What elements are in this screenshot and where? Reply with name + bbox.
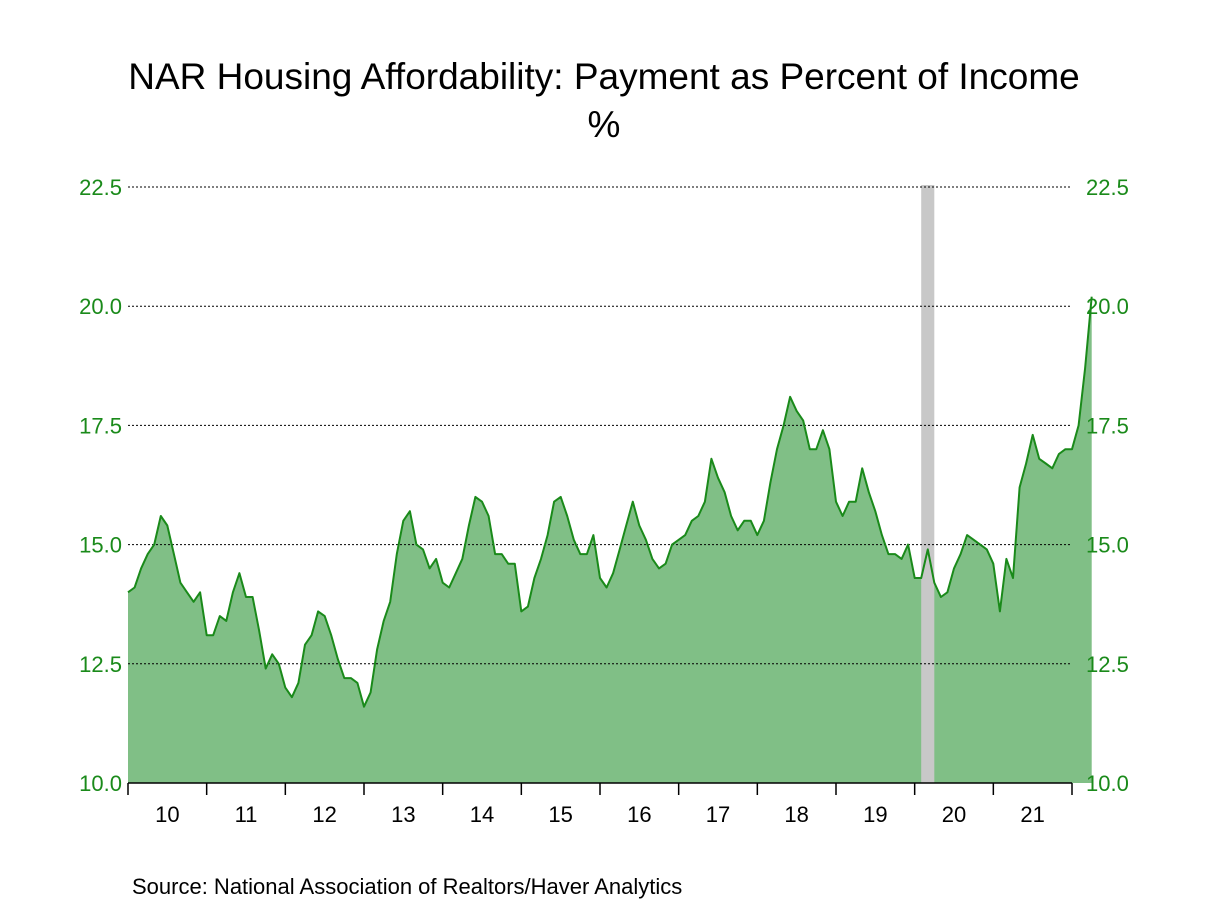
chart-subtitle: % <box>587 104 621 145</box>
y-tick-label-right: 10.0 <box>1086 771 1129 796</box>
x-tick-label: 20 <box>942 802 966 827</box>
x-tick-label: 13 <box>391 802 415 827</box>
y-tick-label-left: 15.0 <box>79 533 122 558</box>
series-line <box>127 296 1093 708</box>
x-tick-label: 18 <box>784 802 808 827</box>
y-tick-label-left: 20.0 <box>79 294 122 319</box>
y-tick-label-left: 17.5 <box>79 413 122 438</box>
y-tick-label-right: 20.0 <box>1086 294 1129 319</box>
x-tick-label: 15 <box>548 802 572 827</box>
x-tick-label: 16 <box>627 802 651 827</box>
x-tick-label: 10 <box>155 802 179 827</box>
y-tick-label-left: 12.5 <box>79 652 122 677</box>
y-tick-label-right: 17.5 <box>1086 413 1129 438</box>
x-tick-label: 12 <box>312 802 336 827</box>
x-tick-label: 21 <box>1020 802 1044 827</box>
y-tick-label-left: 10.0 <box>79 771 122 796</box>
x-tick-label: 19 <box>863 802 887 827</box>
x-tick-label: 14 <box>470 802 494 827</box>
y-tick-label-right: 12.5 <box>1086 652 1129 677</box>
x-tick-label: 11 <box>235 802 258 827</box>
chart-title: NAR Housing Affordability: Payment as Pe… <box>128 56 1080 97</box>
recession-band <box>921 185 935 783</box>
source-note: Source: National Association of Realtors… <box>132 874 683 899</box>
y-tick-label-right: 22.5 <box>1086 175 1129 200</box>
area-fill <box>128 296 1092 783</box>
y-tick-label-left: 22.5 <box>79 175 122 200</box>
y-tick-label-right: 15.0 <box>1086 533 1129 558</box>
x-tick-label: 17 <box>706 802 730 827</box>
